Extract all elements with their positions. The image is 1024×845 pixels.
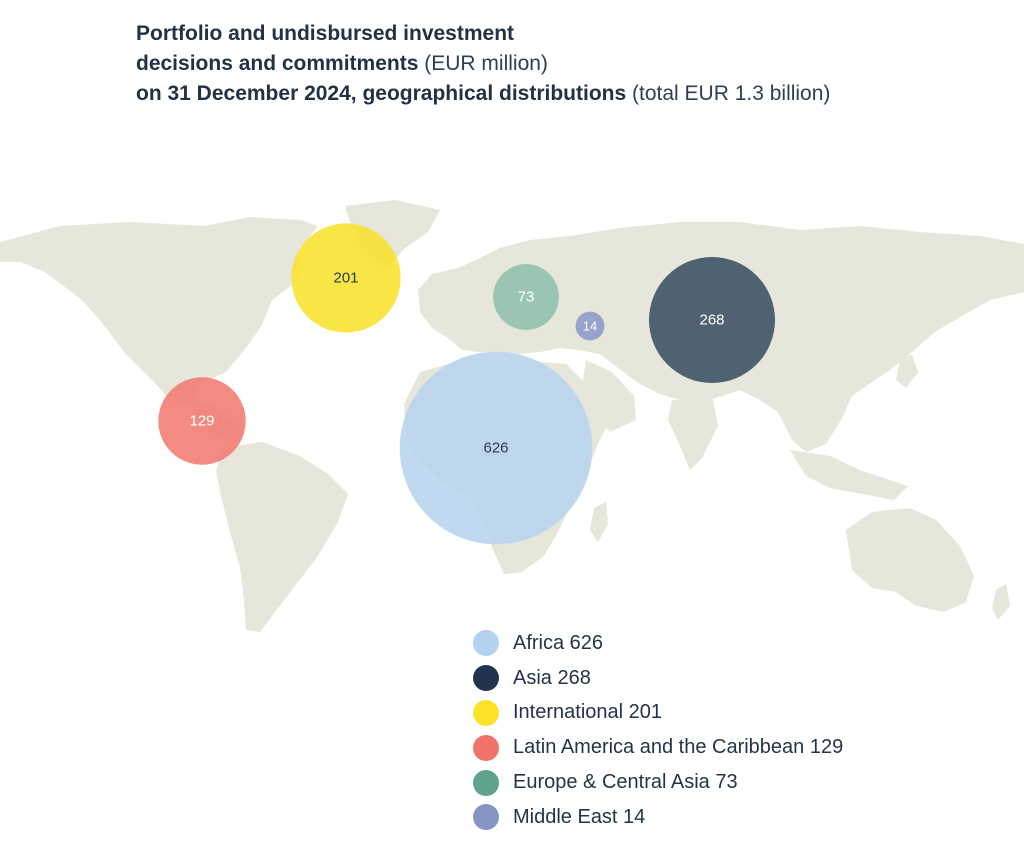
land-madagascar xyxy=(590,502,608,542)
land-uk xyxy=(452,270,470,300)
bubble-international xyxy=(291,223,401,333)
bubble-europe-and-central-asia xyxy=(493,264,559,330)
bubble-value-label: 14 xyxy=(583,319,597,334)
title-total: (total EUR 1.3 billion) xyxy=(632,82,831,105)
bubble-middle-east xyxy=(575,311,605,341)
legend-swatch xyxy=(473,769,499,796)
land-north-america xyxy=(0,217,318,405)
legend-label: Asia 268 xyxy=(513,666,591,689)
bubble-latin-america-and-the-caribbean xyxy=(158,377,246,465)
legend-swatch xyxy=(473,665,499,692)
legend-item-africa: Africa 626 xyxy=(473,626,843,661)
legend-swatch xyxy=(473,804,499,831)
legend-label: Latin America and the Caribbean 129 xyxy=(513,736,844,759)
land-japan xyxy=(896,354,918,388)
legend: Africa 626 Asia 268 International 201 La… xyxy=(473,626,843,835)
legend-label: Europe & Central Asia 73 xyxy=(513,771,738,794)
legend-label: International 201 xyxy=(513,701,663,724)
chart-title: Portfolio and undisbursed investment dec… xyxy=(136,19,830,109)
bubble-value-label: 129 xyxy=(189,413,214,430)
legend-item-latin-america: Latin America and the Caribbean 129 xyxy=(473,730,843,765)
land-south-america xyxy=(216,442,348,632)
legend-swatch xyxy=(473,734,499,761)
legend-swatch xyxy=(473,630,499,657)
bubble-value-label: 73 xyxy=(518,289,535,306)
title-line-3: on 31 December 2024, geographical distri… xyxy=(136,82,627,105)
legend-swatch xyxy=(473,699,499,726)
bubble-value-label: 268 xyxy=(699,312,724,329)
legend-item-middle-east: Middle East 14 xyxy=(473,800,843,835)
region-bubbles: 626 268 201 129 73 14 xyxy=(158,223,775,545)
land-southeast-asia xyxy=(790,450,908,500)
title-line-1: Portfolio and undisbursed investment xyxy=(136,22,515,45)
land-australia xyxy=(846,508,974,612)
bubble-value-label: 201 xyxy=(333,270,358,287)
bubble-africa xyxy=(399,351,593,545)
land-new-zealand xyxy=(992,584,1010,620)
legend-item-international: International 201 xyxy=(473,696,843,731)
bubble-asia xyxy=(649,257,775,383)
title-unit: (EUR million) xyxy=(424,52,548,75)
legend-label: Middle East 14 xyxy=(513,805,646,828)
legend-label: Africa 626 xyxy=(513,631,604,654)
bubble-value-label: 626 xyxy=(483,440,508,457)
legend-item-asia: Asia 268 xyxy=(473,661,843,696)
title-line-2: decisions and commitments xyxy=(136,52,419,75)
land-india xyxy=(668,396,718,470)
legend-item-europe-central-asia: Europe & Central Asia 73 xyxy=(473,765,843,800)
